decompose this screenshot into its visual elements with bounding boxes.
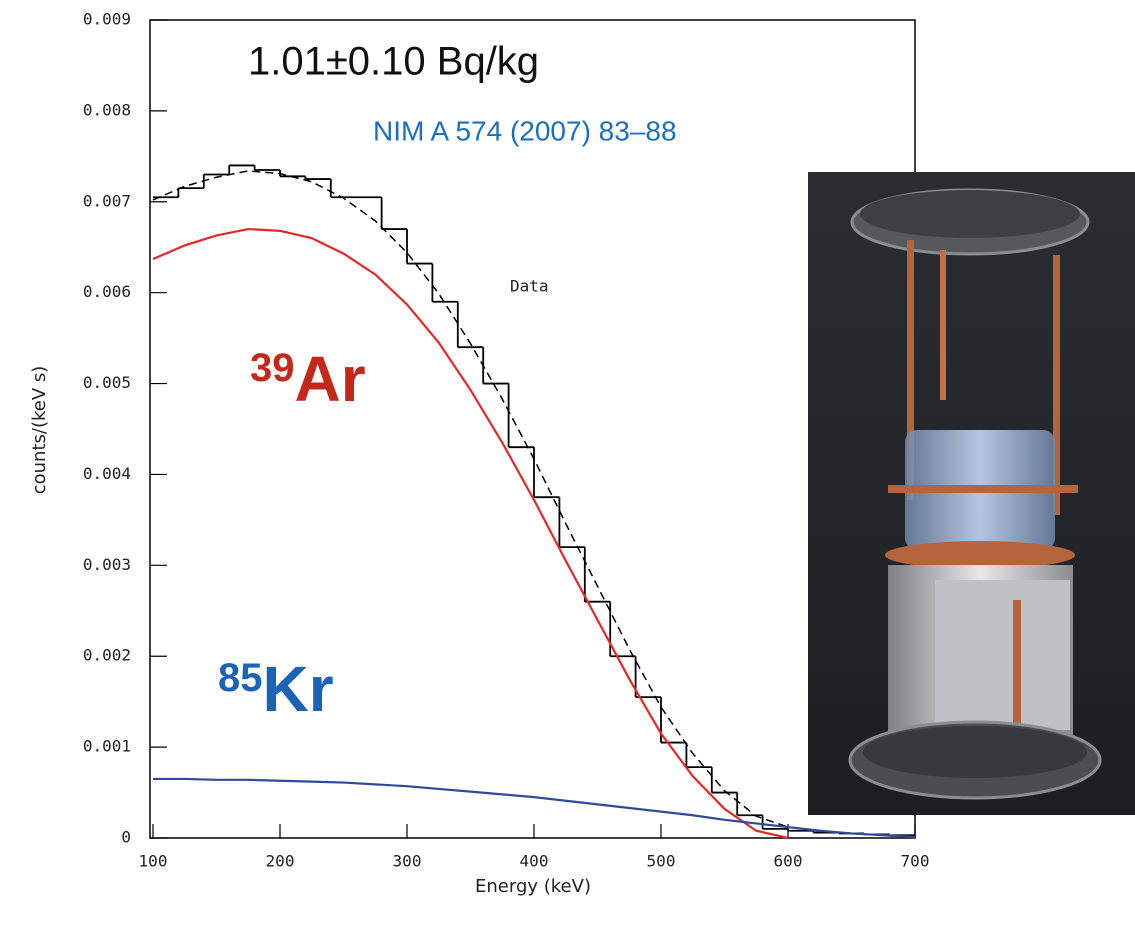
data-label: Data (510, 277, 549, 296)
curve (152, 227, 789, 840)
x-tick-label: 100 (139, 852, 168, 871)
x-axis-label: Energy (keV) (475, 876, 591, 897)
x-tick-label: 300 (393, 852, 422, 871)
reference-annotation: NIM A 574 (2007) 83–88 (373, 115, 677, 146)
curve (153, 777, 916, 839)
x-tick-label: 400 (520, 852, 549, 871)
y-tick-label: 0.001 (83, 737, 131, 756)
element-symbol: Ar (295, 343, 366, 415)
y-tick-label: 0.008 (83, 100, 131, 119)
y-axis-label: counts/(keV s) (29, 366, 50, 495)
mass-number: 39 (250, 346, 295, 390)
isotope-label: 39Ar (250, 343, 366, 415)
activity-annotation: 1.01±0.10 Bq/kg (248, 40, 539, 84)
y-tick-label: 0 (121, 828, 131, 847)
x-tick-label: 200 (266, 852, 295, 871)
x-tick-label: 500 (647, 852, 676, 871)
y-tick-label: 0.009 (83, 10, 131, 29)
y-tick-label: 0.003 (83, 555, 131, 574)
plot-area: 0 0.001 0.002 0.003 0.004 0.005 0.006 0.007 0.00… (83, 10, 930, 871)
x-tick-label: 600 (774, 852, 803, 871)
y-tick-label: 0.004 (83, 464, 131, 483)
x-tick-label: 700 (901, 852, 930, 871)
mass-number: 85 (218, 656, 263, 700)
detector-image (808, 172, 1135, 815)
y-tick-label: 0.006 (83, 282, 131, 301)
curve (152, 170, 916, 838)
y-tick-label: 0.005 (83, 373, 131, 392)
isotope-label: 85Kr (218, 653, 334, 725)
y-tick-label: 0.007 (83, 191, 131, 210)
element-symbol: Kr (263, 653, 334, 725)
y-tick-label: 0.002 (83, 646, 131, 665)
